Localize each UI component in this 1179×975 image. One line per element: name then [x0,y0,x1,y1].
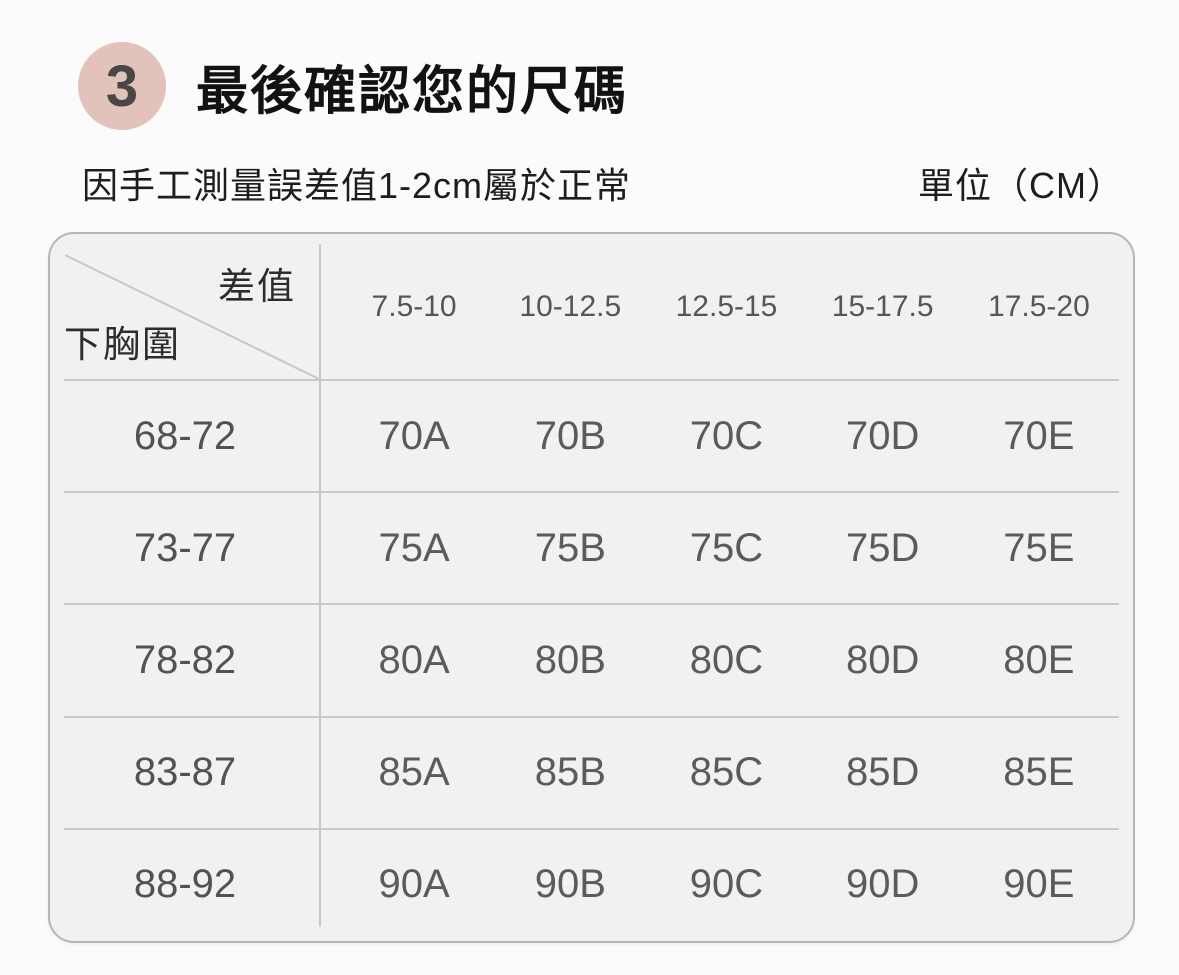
size-cell: 90A [378,862,450,907]
table-row: 68-72 70A 70B 70C 70D 70E [50,378,1133,492]
row-cells: 70A 70B 70C 70D 70E [320,380,1133,492]
size-cell: 85B [534,750,606,795]
row-label-underbust: 78-82 [133,637,237,682]
size-cell: 75B [534,525,606,570]
size-cell: 90E [1003,862,1075,907]
row-label-underbust: 68-72 [133,413,237,458]
column-header: 17.5-20 [988,290,1090,323]
table-row: 88-92 90A 90B 90C 90D 90E [50,827,1133,941]
size-cell: 75D [846,525,920,570]
row-label-underbust: 88-92 [133,862,237,907]
row-cells: 85A 85B 85C 85D 85E [320,717,1133,829]
size-cell: 85C [689,750,764,795]
row-cells: 80A 80B 80C 80D 80E [320,604,1133,716]
size-cell: 75A [378,525,450,570]
corner-label-difference: 差值 [218,266,296,307]
table-row: 83-87 85A 85B 85C 85D 85E [50,715,1133,829]
column-header: 10-12.5 [519,290,622,323]
column-header: 12.5-15 [675,290,778,323]
row-cells: 75A 75B 75C 75D 75E [320,492,1133,604]
unit-label: 單位（CM） [918,165,1124,206]
table-body: 68-72 70A 70B 70C 70D 70E 73-77 75A 75B … [50,378,1133,941]
table-row: 73-77 75A 75B 75C 75D 75E [50,491,1133,604]
size-cell: 80E [1003,637,1075,682]
column-header-row: 7.5-10 10-12.5 12.5-15 15-17.5 17.5-20 [320,234,1133,380]
size-cell: 70B [534,413,606,458]
size-cell: 80D [846,637,920,682]
size-cell: 80A [378,637,450,682]
size-table: 差值 下胸圍 7.5-10 10-12.5 12.5-15 15-17.5 17… [48,232,1135,943]
subheader-row: 因手工測量誤差值1-2cm屬於正常 單位（CM） [82,157,1124,209]
vertical-divider [319,244,321,927]
size-cell: 85A [378,750,450,795]
size-cell: 70E [1003,413,1075,458]
size-cell: 75C [689,525,764,570]
corner-cell: 差值 下胸圍 [50,234,320,380]
size-cell: 75E [1003,525,1075,570]
diagonal-divider-line [64,254,320,380]
size-cell: 70A [378,413,450,458]
size-cell: 90B [534,862,606,907]
size-cell: 80C [689,637,764,682]
page-title: 最後確認您的尺碼 [196,62,629,121]
size-cell: 70C [689,413,764,458]
column-header: 7.5-10 [371,290,457,323]
table-row: 78-82 80A 80B 80C 80D 80E [50,603,1133,716]
size-cell: 80B [534,637,606,682]
section-header: 3 最後確認您的尺碼 [78,42,628,130]
size-cell: 90D [846,862,920,907]
step-number: 3 [105,53,139,119]
column-header: 15-17.5 [831,290,934,323]
size-cell: 90C [689,862,764,907]
size-cell: 85E [1003,750,1075,795]
step-number-badge: 3 [78,42,166,130]
size-cell: 70D [846,413,920,458]
row-label-underbust: 73-77 [133,525,237,570]
row-label-underbust: 83-87 [133,750,237,795]
row-cells: 90A 90B 90C 90D 90E [320,829,1133,941]
measurement-note: 因手工測量誤差值1-2cm屬於正常 [82,165,632,206]
corner-label-underbust: 下胸圍 [64,324,181,365]
size-cell: 85D [846,750,920,795]
